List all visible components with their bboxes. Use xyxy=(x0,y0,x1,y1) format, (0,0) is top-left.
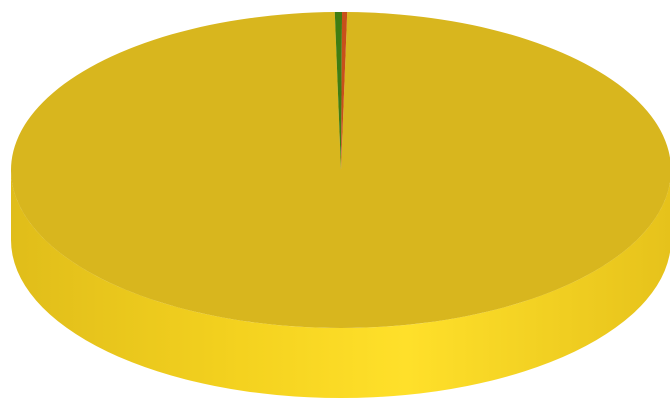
pie-side-surface xyxy=(11,170,670,398)
pie-slice-1 xyxy=(334,11,343,170)
pie-side-wall xyxy=(11,170,670,398)
pie-slice-2 xyxy=(341,12,348,171)
pie-top-face xyxy=(11,11,670,328)
pie-slice-0 xyxy=(11,12,670,328)
